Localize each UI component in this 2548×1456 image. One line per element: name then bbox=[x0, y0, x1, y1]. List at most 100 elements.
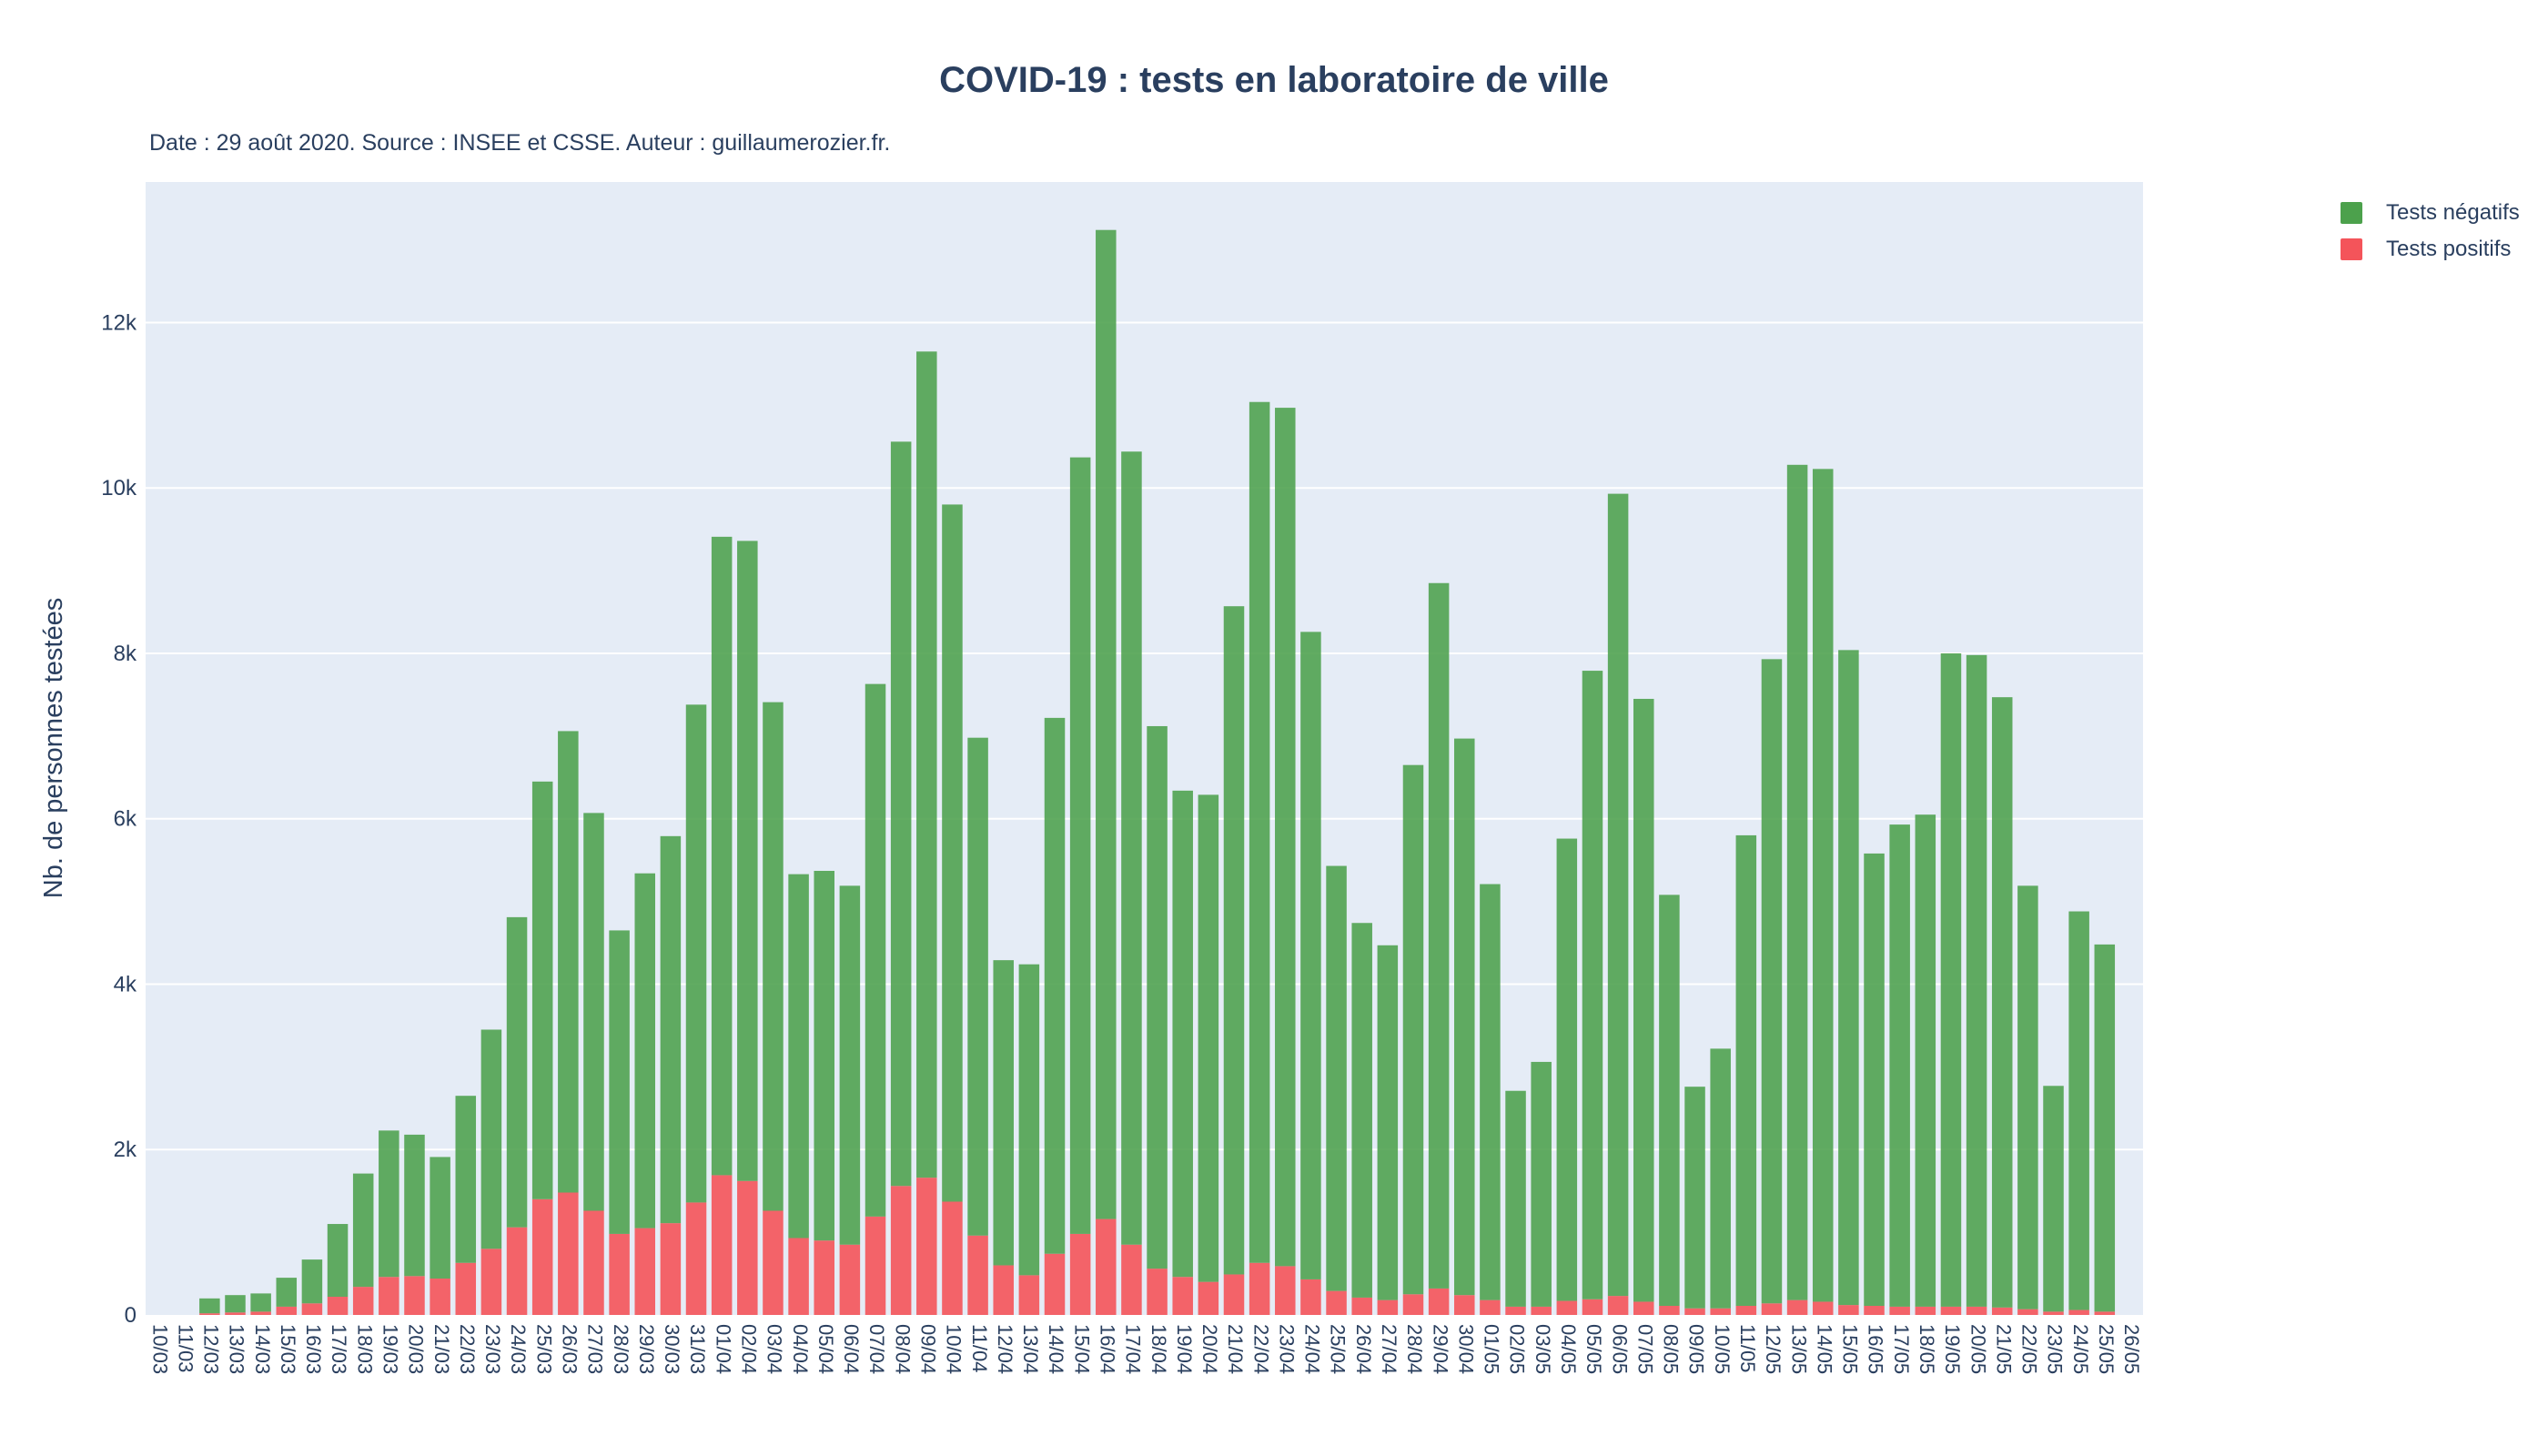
bar-positifs[interactable] bbox=[942, 1201, 963, 1316]
bar-negatifs[interactable] bbox=[1889, 824, 1910, 1307]
bar-positifs[interactable] bbox=[583, 1210, 604, 1315]
bar-positifs[interactable] bbox=[737, 1180, 758, 1315]
bar-positifs[interactable] bbox=[276, 1306, 298, 1315]
bar-positifs[interactable] bbox=[1838, 1305, 1859, 1315]
bar-positifs[interactable] bbox=[199, 1313, 220, 1315]
bar-positifs[interactable] bbox=[1275, 1266, 1296, 1315]
legend[interactable]: Tests négatifs Tests positifs bbox=[2341, 195, 2520, 268]
bar-negatifs[interactable] bbox=[1684, 1087, 1705, 1309]
bar-negatifs[interactable] bbox=[1607, 493, 1629, 1297]
bar-negatifs[interactable] bbox=[379, 1130, 399, 1278]
bar-positifs[interactable] bbox=[660, 1223, 682, 1315]
bar-positifs[interactable] bbox=[839, 1244, 861, 1315]
bar-positifs[interactable] bbox=[558, 1192, 579, 1315]
bar-positifs[interactable] bbox=[1018, 1275, 1040, 1315]
bar-negatifs[interactable] bbox=[634, 873, 656, 1228]
bar-negatifs[interactable] bbox=[1940, 652, 1962, 1307]
bar-positifs[interactable] bbox=[1351, 1297, 1372, 1315]
bar-negatifs[interactable] bbox=[250, 1293, 271, 1312]
bar-positifs[interactable] bbox=[2094, 1311, 2116, 1315]
bar-positifs[interactable] bbox=[1582, 1299, 1603, 1315]
bar-positifs[interactable] bbox=[1966, 1306, 1987, 1315]
bar-positifs[interactable] bbox=[685, 1202, 707, 1315]
bar-negatifs[interactable] bbox=[1505, 1090, 1526, 1307]
bar-positifs[interactable] bbox=[1915, 1306, 1936, 1315]
bars[interactable] bbox=[199, 229, 2116, 1316]
bar-positifs[interactable] bbox=[1172, 1277, 1193, 1315]
bar-positifs[interactable] bbox=[1659, 1306, 1680, 1315]
bar-negatifs[interactable] bbox=[1531, 1061, 1552, 1307]
bar-positifs[interactable] bbox=[531, 1198, 553, 1315]
bar-negatifs[interactable] bbox=[1735, 834, 1757, 1307]
bar-positifs[interactable] bbox=[1812, 1301, 1834, 1315]
bar-negatifs[interactable] bbox=[1172, 790, 1193, 1278]
bar-positifs[interactable] bbox=[1096, 1218, 1117, 1315]
bar-negatifs[interactable] bbox=[1786, 464, 1808, 1300]
bar-negatifs[interactable] bbox=[558, 731, 579, 1193]
bar-negatifs[interactable] bbox=[1351, 923, 1372, 1298]
bar-negatifs[interactable] bbox=[890, 441, 912, 1187]
bar-positifs[interactable] bbox=[1300, 1279, 1321, 1315]
bar-positifs[interactable] bbox=[1556, 1300, 1578, 1315]
bar-positifs[interactable] bbox=[2017, 1309, 2038, 1315]
bar-negatifs[interactable] bbox=[1249, 401, 1270, 1263]
bar-positifs[interactable] bbox=[506, 1227, 528, 1315]
bar-positifs[interactable] bbox=[455, 1262, 477, 1315]
bar-positifs[interactable] bbox=[1249, 1262, 1270, 1315]
bar-negatifs[interactable] bbox=[609, 930, 630, 1234]
bar-positifs[interactable] bbox=[890, 1186, 912, 1315]
bar-positifs[interactable] bbox=[1454, 1295, 1475, 1315]
bar-negatifs[interactable] bbox=[2068, 911, 2089, 1310]
bar-negatifs[interactable] bbox=[1812, 469, 1834, 1302]
bar-negatifs[interactable] bbox=[711, 536, 733, 1176]
bar-negatifs[interactable] bbox=[1275, 408, 1296, 1267]
bar-negatifs[interactable] bbox=[839, 885, 861, 1245]
bar-positifs[interactable] bbox=[634, 1228, 656, 1315]
bar-positifs[interactable] bbox=[1121, 1244, 1142, 1315]
bar-negatifs[interactable] bbox=[1582, 671, 1603, 1299]
bar-negatifs[interactable] bbox=[1223, 606, 1245, 1275]
bar-negatifs[interactable] bbox=[788, 874, 809, 1239]
bar-positifs[interactable] bbox=[916, 1178, 937, 1315]
bar-negatifs[interactable] bbox=[864, 683, 886, 1217]
bar-positifs[interactable] bbox=[1710, 1308, 1731, 1315]
bar-positifs[interactable] bbox=[788, 1238, 809, 1315]
bar-positifs[interactable] bbox=[1069, 1233, 1091, 1315]
bar-negatifs[interactable] bbox=[276, 1278, 298, 1307]
bar-positifs[interactable] bbox=[250, 1311, 271, 1315]
bar-positifs[interactable] bbox=[1940, 1306, 1962, 1315]
bar-positifs[interactable] bbox=[1505, 1306, 1526, 1315]
bar-positifs[interactable] bbox=[1223, 1274, 1245, 1315]
legend-item-positifs[interactable]: Tests positifs bbox=[2341, 231, 2520, 268]
bar-positifs[interactable] bbox=[1761, 1303, 1783, 1315]
bar-positifs[interactable] bbox=[1684, 1308, 1705, 1315]
bar-positifs[interactable] bbox=[1864, 1306, 1885, 1315]
bar-positifs[interactable] bbox=[1198, 1281, 1219, 1315]
bar-negatifs[interactable] bbox=[1966, 654, 1987, 1307]
bar-positifs[interactable] bbox=[1147, 1269, 1168, 1315]
bar-negatifs[interactable] bbox=[583, 813, 604, 1211]
bar-negatifs[interactable] bbox=[1044, 717, 1066, 1254]
bar-negatifs[interactable] bbox=[327, 1224, 349, 1298]
bar-positifs[interactable] bbox=[1480, 1299, 1501, 1315]
bar-negatifs[interactable] bbox=[1864, 853, 1885, 1307]
bar-negatifs[interactable] bbox=[1326, 865, 1347, 1291]
bar-negatifs[interactable] bbox=[737, 541, 758, 1181]
bar-negatifs[interactable] bbox=[352, 1173, 374, 1288]
bar-negatifs[interactable] bbox=[1402, 764, 1424, 1295]
bar-positifs[interactable] bbox=[1607, 1296, 1629, 1315]
bar-negatifs[interactable] bbox=[480, 1029, 502, 1249]
bar-negatifs[interactable] bbox=[1377, 945, 1399, 1300]
bar-positifs[interactable] bbox=[225, 1312, 246, 1315]
bar-positifs[interactable] bbox=[301, 1303, 323, 1315]
bar-negatifs[interactable] bbox=[2043, 1086, 2064, 1312]
bar-negatifs[interactable] bbox=[993, 960, 1014, 1266]
bar-positifs[interactable] bbox=[404, 1276, 425, 1315]
bar-positifs[interactable] bbox=[1735, 1306, 1757, 1315]
bar-negatifs[interactable] bbox=[1480, 884, 1501, 1300]
bar-negatifs[interactable] bbox=[1198, 794, 1219, 1282]
bar-positifs[interactable] bbox=[1044, 1253, 1066, 1315]
bar-positifs[interactable] bbox=[480, 1249, 502, 1315]
bar-positifs[interactable] bbox=[379, 1277, 399, 1315]
bar-positifs[interactable] bbox=[1991, 1307, 2013, 1315]
